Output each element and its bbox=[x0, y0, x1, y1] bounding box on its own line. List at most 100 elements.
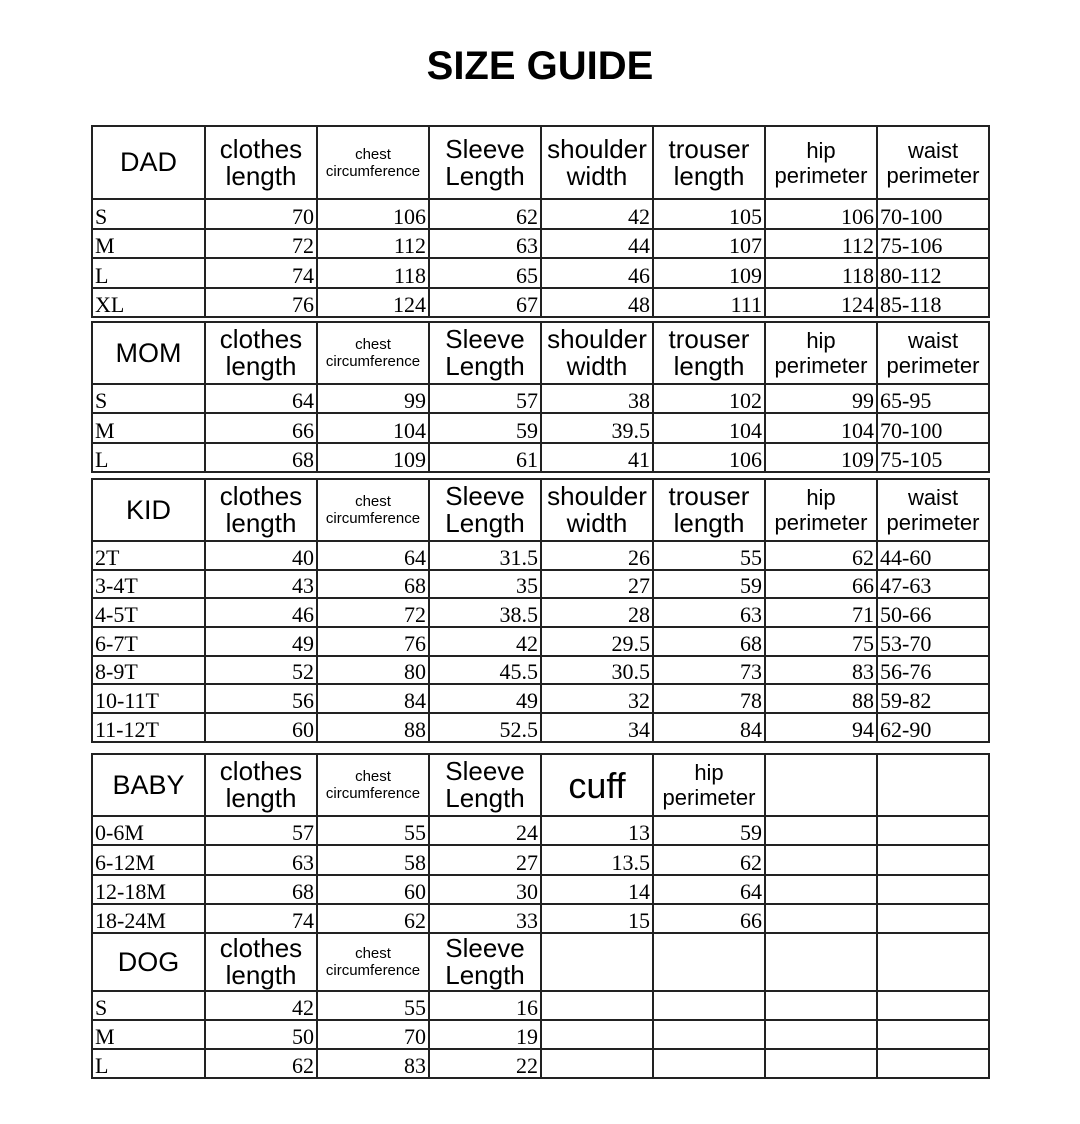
table-cell: 106 bbox=[764, 198, 878, 230]
table-cell: 27 bbox=[540, 568, 654, 600]
table-cell bbox=[764, 990, 878, 1021]
header-row: BABY clothes length chest circumference Sle… bbox=[91, 753, 990, 817]
table-cell: 104 bbox=[764, 412, 878, 444]
size-label: 2T bbox=[91, 540, 206, 571]
table-cell: 76 bbox=[204, 286, 318, 318]
table-cell: 111 bbox=[652, 286, 766, 318]
column-header: Sleeve Length bbox=[428, 321, 542, 385]
size-label: 6-12M bbox=[91, 844, 206, 876]
table-cell: 60 bbox=[204, 712, 318, 743]
table-row: 6-7T 49 76 42 29.5 68 75 53-70 bbox=[91, 626, 990, 657]
table-cell: 16 bbox=[428, 990, 542, 1021]
column-header: waist perimeter bbox=[876, 478, 990, 542]
section-name: MOM bbox=[91, 321, 206, 385]
header-row: DOG clothes length chest circumference Slee… bbox=[91, 932, 990, 992]
size-label: 3-4T bbox=[91, 568, 206, 600]
table-row: 6-12M 63 58 27 13.5 62 bbox=[91, 844, 990, 876]
column-header: waist perimeter bbox=[876, 125, 990, 200]
size-label: S bbox=[91, 198, 206, 230]
table-cell bbox=[876, 873, 990, 905]
size-label: 0-6M bbox=[91, 814, 206, 847]
table-cell: 88 bbox=[316, 712, 430, 743]
table-cell: 55 bbox=[652, 540, 766, 571]
table-cell: 26 bbox=[540, 540, 654, 571]
table-cell: 109 bbox=[764, 441, 878, 473]
table-cell: 59 bbox=[428, 412, 542, 444]
table-cell: 58 bbox=[316, 844, 430, 876]
column-header bbox=[876, 932, 990, 992]
table-cell: 44 bbox=[540, 227, 654, 259]
table-cell bbox=[764, 873, 878, 905]
column-header bbox=[876, 753, 990, 817]
table-row: 11-12T 60 88 52.5 34 84 94 62-90 bbox=[91, 712, 990, 743]
size-table-mom: MOM clothes length chest circumference Slee… bbox=[91, 321, 990, 473]
column-header: hip perimeter bbox=[764, 125, 878, 200]
table-cell: 55 bbox=[316, 990, 430, 1021]
column-header: Sleeve Length bbox=[428, 753, 542, 817]
table-cell: 104 bbox=[316, 412, 430, 444]
table-cell: 70-100 bbox=[876, 412, 990, 444]
table-cell bbox=[876, 1019, 990, 1050]
table-cell: 48 bbox=[540, 286, 654, 318]
column-header: trouser length bbox=[652, 478, 766, 542]
table-cell bbox=[876, 844, 990, 876]
size-table-baby: BABY clothes length chest circumference Sle… bbox=[91, 753, 990, 935]
table-row: M 50 70 19 bbox=[91, 1019, 990, 1050]
column-header: clothes length bbox=[204, 753, 318, 817]
column-header: clothes length bbox=[204, 932, 318, 992]
table-row: S 42 55 16 bbox=[91, 990, 990, 1021]
section-name: DAD bbox=[91, 125, 206, 200]
column-header: trouser length bbox=[652, 125, 766, 200]
column-header bbox=[764, 932, 878, 992]
column-header: shoulder width bbox=[540, 125, 654, 200]
table-row: 18-24M 74 62 33 15 66 bbox=[91, 902, 990, 935]
table-cell: 15 bbox=[540, 902, 654, 935]
table-cell: 42 bbox=[428, 626, 542, 657]
table-cell: 49 bbox=[204, 626, 318, 657]
table-cell bbox=[540, 1019, 654, 1050]
table-cell: 61 bbox=[428, 441, 542, 473]
table-cell: 74 bbox=[204, 257, 318, 289]
table-row: L 68 109 61 41 106 109 75-105 bbox=[91, 441, 990, 473]
column-header: Sleeve Length bbox=[428, 932, 542, 992]
table-cell: 50 bbox=[204, 1019, 318, 1050]
table-cell: 83 bbox=[764, 654, 878, 686]
table-cell: 57 bbox=[428, 382, 542, 415]
table-cell: 62-90 bbox=[876, 712, 990, 743]
table-cell: 60 bbox=[316, 873, 430, 905]
table-cell bbox=[764, 902, 878, 935]
table-cell: 62 bbox=[764, 540, 878, 571]
table-cell: 56 bbox=[204, 683, 318, 715]
size-label: L bbox=[91, 257, 206, 289]
table-cell: 29.5 bbox=[540, 626, 654, 657]
table-row: 2T 40 64 31.5 26 55 62 44-60 bbox=[91, 540, 990, 571]
table-row: S 70 106 62 42 105 106 70-100 bbox=[91, 198, 990, 230]
header-row: MOM clothes length chest circumference Slee… bbox=[91, 321, 990, 385]
table-cell bbox=[652, 990, 766, 1021]
table-cell: 75-105 bbox=[876, 441, 990, 473]
table-cell: 85-118 bbox=[876, 286, 990, 318]
table-cell: 64 bbox=[652, 873, 766, 905]
table-cell: 68 bbox=[316, 568, 430, 600]
table-cell: 50-66 bbox=[876, 597, 990, 629]
table-cell: 35 bbox=[428, 568, 542, 600]
column-header: shoulder width bbox=[540, 478, 654, 542]
table-cell: 102 bbox=[652, 382, 766, 415]
table-cell: 13 bbox=[540, 814, 654, 847]
table-cell bbox=[764, 1048, 878, 1079]
table-row: S 64 99 57 38 102 99 65-95 bbox=[91, 382, 990, 415]
table-cell: 40 bbox=[204, 540, 318, 571]
table-cell: 39.5 bbox=[540, 412, 654, 444]
size-label: 4-5T bbox=[91, 597, 206, 629]
size-label: M bbox=[91, 1019, 206, 1050]
column-header: cuff bbox=[540, 753, 654, 817]
table-row: 10-11T 56 84 49 32 78 88 59-82 bbox=[91, 683, 990, 715]
table-cell: 70-100 bbox=[876, 198, 990, 230]
table-cell: 62 bbox=[652, 844, 766, 876]
table-cell: 65-95 bbox=[876, 382, 990, 415]
table-cell: 80 bbox=[316, 654, 430, 686]
table-cell: 59 bbox=[652, 814, 766, 847]
table-cell: 112 bbox=[764, 227, 878, 259]
table-cell: 43 bbox=[204, 568, 318, 600]
table-cell: 30.5 bbox=[540, 654, 654, 686]
